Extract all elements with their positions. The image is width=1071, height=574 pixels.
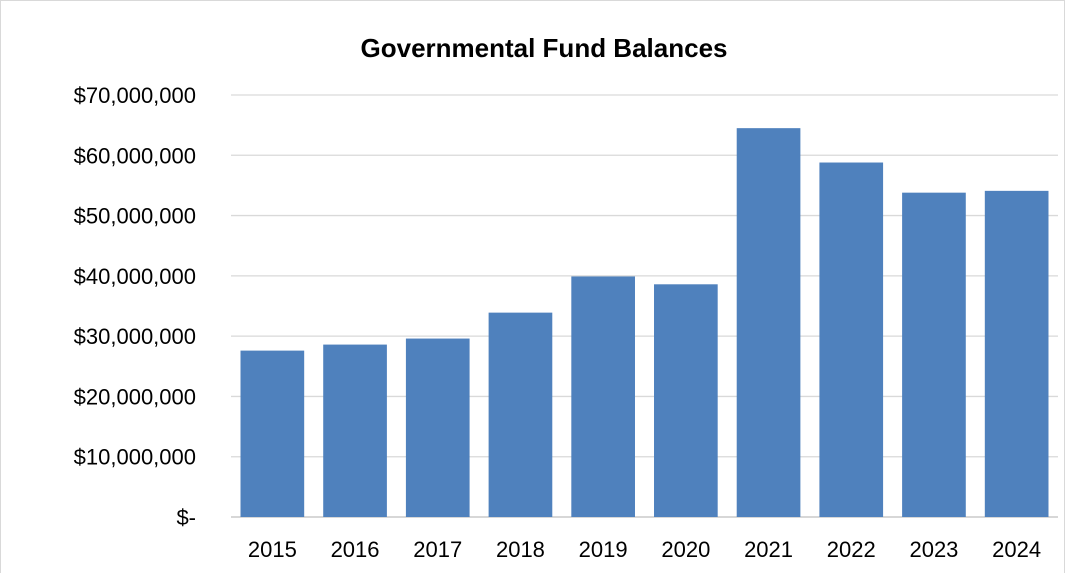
x-tick-label: 2021 — [744, 537, 793, 562]
x-tick-label: 2022 — [827, 537, 876, 562]
x-tick-label: 2015 — [248, 537, 297, 562]
x-tick-label: 2018 — [496, 537, 545, 562]
x-tick-label: 2023 — [909, 537, 958, 562]
x-tick-label: 2019 — [579, 537, 628, 562]
x-tick-label: 2020 — [661, 537, 710, 562]
x-tick-label: 2024 — [992, 537, 1041, 562]
x-axis-tick-labels: 2015 2016 2017 2018 2019 2020 2021 2022 2023 2024 — [248, 537, 1041, 562]
bar-2022 — [819, 162, 884, 517]
bar-2018 — [488, 312, 553, 517]
bar-2020 — [654, 284, 718, 517]
chart-title: Governmental Fund Balances — [361, 33, 728, 63]
bar-2023 — [902, 192, 966, 518]
y-tick-label: $40,000,000 — [74, 264, 196, 289]
bars — [240, 128, 1049, 518]
y-tick-label: $30,000,000 — [74, 324, 196, 349]
y-tick-label: $60,000,000 — [74, 143, 196, 168]
bar-2016 — [323, 344, 387, 517]
y-tick-label: $20,000,000 — [74, 384, 196, 409]
y-tick-label: $70,000,000 — [74, 83, 196, 108]
x-tick-label: 2016 — [331, 537, 380, 562]
y-tick-label: $- — [176, 505, 196, 530]
bar-2017 — [405, 338, 470, 517]
bar-2021 — [736, 128, 801, 517]
y-axis-tick-labels: $- $10,000,000 $20,000,000 $30,000,000 $40,0… — [74, 83, 196, 530]
y-tick-label: $10,000,000 — [74, 445, 196, 470]
y-tick-label: $50,000,000 — [74, 204, 196, 229]
bar-2015 — [240, 350, 305, 517]
bar-2024 — [984, 190, 1049, 517]
x-tick-label: 2017 — [413, 537, 462, 562]
bar-2019 — [571, 276, 635, 517]
